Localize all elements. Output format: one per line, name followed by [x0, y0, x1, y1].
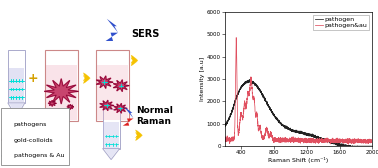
- Polygon shape: [9, 103, 24, 116]
- Line: pathogen: pathogen: [225, 79, 372, 146]
- Polygon shape: [105, 33, 118, 41]
- Text: Normal
Raman: Normal Raman: [136, 106, 173, 126]
- Polygon shape: [8, 103, 25, 118]
- Polygon shape: [100, 100, 114, 111]
- Polygon shape: [67, 104, 74, 109]
- Polygon shape: [44, 79, 78, 104]
- Polygon shape: [96, 76, 113, 88]
- Bar: [45, 50, 78, 121]
- Bar: [102, 109, 119, 149]
- Text: gold-colloids: gold-colloids: [14, 138, 53, 143]
- Polygon shape: [102, 149, 119, 160]
- pathogen: [367, 145, 372, 147]
- Polygon shape: [123, 118, 133, 126]
- pathogen: [247, 78, 252, 80]
- Polygon shape: [107, 19, 118, 33]
- pathogen: [370, 145, 375, 147]
- pathogen&au: [352, 139, 356, 141]
- pathogen: [248, 81, 253, 83]
- pathogen&au: [279, 138, 284, 140]
- pathogen&au: [248, 80, 253, 82]
- pathogen: [239, 86, 244, 88]
- Polygon shape: [113, 80, 129, 92]
- Polygon shape: [2, 136, 12, 144]
- pathogen: [286, 128, 290, 130]
- pathogen&au: [234, 37, 239, 39]
- Polygon shape: [114, 103, 127, 113]
- Line: pathogen&au: pathogen&au: [225, 38, 372, 144]
- Bar: [96, 50, 129, 121]
- pathogen&au: [346, 143, 351, 145]
- Bar: [1, 108, 69, 165]
- pathogen&au: [370, 139, 375, 141]
- X-axis label: Raman Shift (cm⁻¹): Raman Shift (cm⁻¹): [268, 157, 329, 163]
- Polygon shape: [124, 107, 133, 118]
- pathogen: [223, 125, 227, 127]
- Text: +: +: [28, 72, 38, 85]
- pathogen&au: [286, 139, 290, 141]
- Polygon shape: [2, 152, 12, 160]
- pathogen: [338, 145, 343, 147]
- Legend: pathogen, pathogen&au: pathogen, pathogen&au: [313, 15, 369, 30]
- Y-axis label: Intensity [a.u]: Intensity [a.u]: [200, 57, 205, 101]
- pathogen: [279, 122, 284, 124]
- pathogen&au: [367, 139, 372, 141]
- Bar: [8, 68, 24, 102]
- Bar: [8, 50, 25, 103]
- Text: pathogens & Au: pathogens & Au: [14, 153, 64, 158]
- pathogen&au: [240, 115, 244, 117]
- Polygon shape: [48, 100, 56, 106]
- pathogen&au: [223, 139, 227, 141]
- Text: pathogens: pathogens: [14, 122, 47, 127]
- Bar: [46, 65, 77, 120]
- Bar: [103, 122, 119, 148]
- Bar: [97, 65, 128, 120]
- Text: SERS: SERS: [132, 29, 160, 39]
- Polygon shape: [104, 149, 118, 158]
- pathogen: [352, 145, 356, 147]
